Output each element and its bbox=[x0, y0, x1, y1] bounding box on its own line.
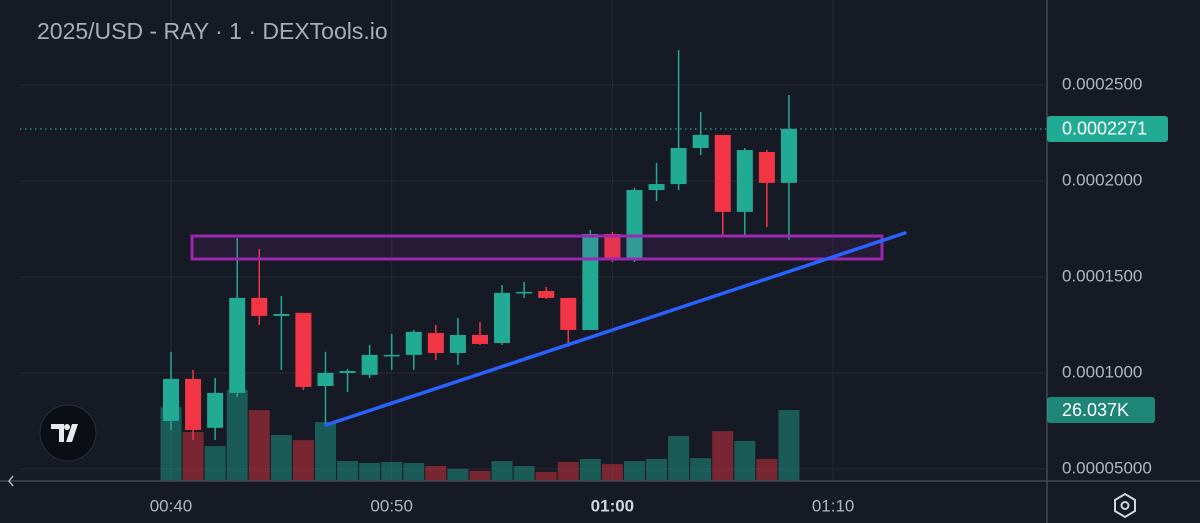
candle-body bbox=[604, 233, 621, 260]
volume-bar bbox=[734, 440, 756, 481]
volume-bar bbox=[204, 446, 226, 481]
volume-bar bbox=[579, 458, 601, 481]
volume-bar bbox=[690, 458, 712, 481]
volume-bar bbox=[447, 469, 469, 481]
candle-body bbox=[758, 152, 775, 183]
settings-button-dot bbox=[1120, 501, 1130, 510]
axis-labels: 0.00005000 0.0001000 0.0001500 0.0002000 0.0… bbox=[150, 75, 1168, 515]
candle-body bbox=[229, 297, 246, 393]
y-tick-label: 0.0001500 bbox=[1062, 266, 1142, 285]
volume-bar bbox=[248, 410, 270, 481]
y-tick-label: 0.00005000 bbox=[1062, 458, 1152, 477]
volume-bar bbox=[668, 436, 690, 481]
last-price-tag bbox=[1047, 115, 1168, 142]
y-tick-label: 0.0001000 bbox=[1062, 362, 1142, 381]
last-volume-tag bbox=[1047, 397, 1155, 424]
candle-body bbox=[516, 291, 533, 294]
volume-bar bbox=[182, 431, 204, 481]
trend-line[interactable] bbox=[324, 231, 907, 427]
zone-rectangle[interactable] bbox=[190, 234, 884, 261]
candle-body bbox=[471, 334, 488, 344]
settings-button[interactable] bbox=[1114, 492, 1136, 519]
volume-bar bbox=[337, 461, 359, 481]
candle-body bbox=[670, 147, 687, 185]
candle-body bbox=[317, 372, 334, 386]
candle-body bbox=[780, 128, 797, 183]
candles bbox=[163, 50, 797, 440]
volume-bar bbox=[160, 407, 182, 481]
candle-body bbox=[339, 371, 356, 373]
candle-body bbox=[494, 292, 511, 343]
candle-body bbox=[295, 312, 312, 387]
volume-pane bbox=[160, 390, 800, 481]
candle-body bbox=[449, 334, 466, 353]
volume-bar bbox=[226, 390, 248, 481]
last-price-label: 0.0002271 bbox=[1062, 119, 1147, 139]
candle-body bbox=[560, 297, 577, 330]
candle-body bbox=[185, 378, 202, 430]
volume-bar bbox=[403, 463, 425, 481]
x-tick-label: 01:10 bbox=[812, 496, 855, 515]
volume-bar bbox=[756, 458, 778, 481]
last-volume-label: 26.037K bbox=[1062, 400, 1129, 420]
candle-body bbox=[251, 297, 268, 316]
candle-body bbox=[427, 333, 444, 353]
x-tick-label: 00:50 bbox=[370, 496, 413, 515]
candle-body bbox=[405, 331, 422, 355]
volume-bar bbox=[712, 431, 734, 481]
volume-bar bbox=[314, 422, 336, 481]
x-tick-label: 00:40 bbox=[150, 496, 193, 515]
volume-bar bbox=[778, 410, 800, 481]
y-tick-label: 0.0002000 bbox=[1062, 170, 1142, 189]
x-tick-label: 01:00 bbox=[591, 496, 634, 515]
chart-title: 2025/USD - RAY · 1 · DEXTools.io bbox=[37, 18, 388, 44]
candle-body bbox=[207, 392, 224, 428]
volume-bar bbox=[535, 472, 557, 481]
candle-body bbox=[538, 290, 555, 298]
volume-bar bbox=[646, 458, 668, 481]
logo[interactable] bbox=[39, 404, 97, 462]
y-tick-label: 0.0002500 bbox=[1062, 75, 1142, 94]
candle-body bbox=[361, 354, 378, 375]
volume-bar bbox=[469, 470, 491, 481]
candle-body bbox=[163, 378, 179, 421]
volume-bar bbox=[270, 434, 292, 481]
volume-bar bbox=[513, 466, 535, 481]
grid bbox=[20, 0, 1047, 481]
volume-bar bbox=[557, 461, 579, 481]
candle-body bbox=[383, 354, 400, 357]
volume-bar bbox=[292, 440, 314, 481]
candle-body bbox=[626, 190, 643, 260]
volume-bar bbox=[381, 461, 403, 481]
volume-bar bbox=[623, 461, 645, 481]
candle-body bbox=[273, 314, 290, 316]
candle-body bbox=[714, 134, 731, 212]
candle-body bbox=[648, 184, 665, 191]
volume-bar bbox=[491, 461, 513, 481]
candle-body bbox=[736, 150, 753, 212]
candle-body bbox=[692, 134, 709, 148]
scroll-left-button[interactable] bbox=[8, 475, 14, 487]
volume-bar bbox=[425, 466, 447, 481]
volume-bar bbox=[601, 464, 623, 481]
volume-bar bbox=[359, 463, 381, 481]
